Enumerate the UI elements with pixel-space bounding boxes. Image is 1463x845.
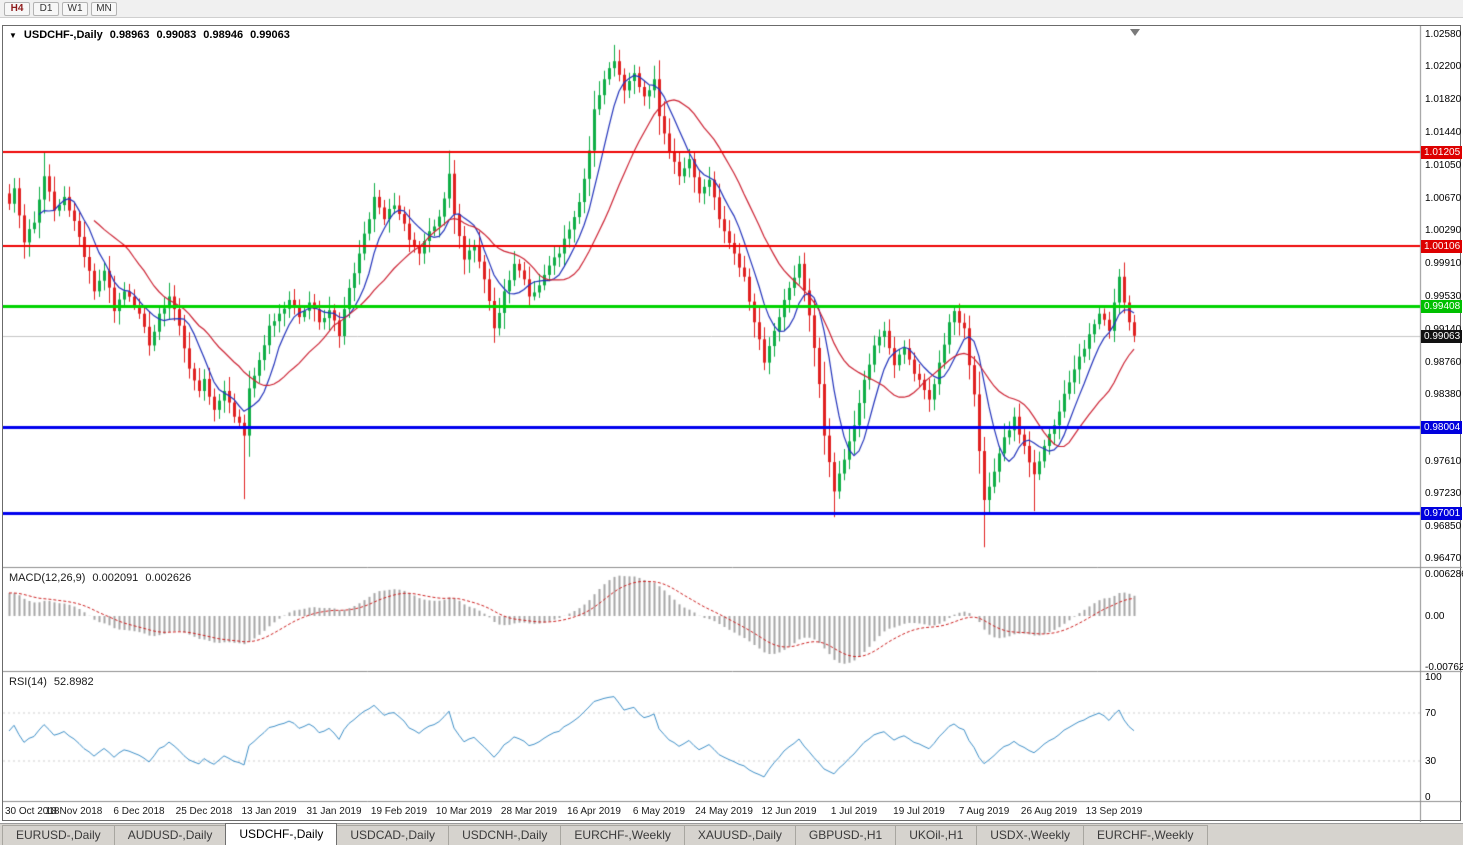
ohlc-high: 0.99083 xyxy=(156,29,197,41)
period-toolbar: H4 D1 W1 MN xyxy=(0,0,1463,18)
chart-window: ▼ USDCHF-,Daily 0.98963 0.99083 0.98946 … xyxy=(2,25,1463,822)
ohlc-open: 0.98963 xyxy=(109,29,150,41)
rsi-indicator-name: RSI(14) xyxy=(9,676,47,688)
chart-tab-usdcnh-daily[interactable]: USDCNH-,Daily xyxy=(448,825,562,845)
chart-tab-xauusd-daily[interactable]: XAUUSD-,Daily xyxy=(683,825,796,845)
rsi-pane-label: RSI(14) 52.8982 xyxy=(9,676,94,688)
chart-tab-usdchf-daily[interactable]: USDCHF-,Daily xyxy=(225,823,338,845)
ohlc-low: 0.98946 xyxy=(203,29,244,41)
chart-shift-marker-icon[interactable] xyxy=(1130,29,1140,36)
chart-tab-eurusd-daily[interactable]: EURUSD-,Daily xyxy=(2,825,115,845)
period-button-group: H4 D1 W1 MN xyxy=(4,1,117,16)
chart-tab-ukoil-h1[interactable]: UKOil-,H1 xyxy=(895,825,978,845)
period-button-mn[interactable]: MN xyxy=(91,1,117,16)
price-chart-canvas[interactable] xyxy=(3,26,1462,822)
period-button-h4[interactable]: H4 xyxy=(4,1,30,16)
symbol-dropdown-icon[interactable]: ▼ xyxy=(9,30,17,40)
rsi-value: 52.8982 xyxy=(53,676,94,688)
macd-signal-value: 0.002626 xyxy=(145,572,192,584)
period-button-d1[interactable]: D1 xyxy=(33,1,59,16)
chart-tab-usdx-weekly[interactable]: USDX-,Weekly xyxy=(976,825,1085,845)
chart-tab-eurchf-weekly[interactable]: EURCHF-,Weekly xyxy=(1083,825,1208,845)
macd-indicator-name: MACD(12,26,9) xyxy=(9,572,86,584)
chart-tab-bar: EURUSD-,Daily AUDUSD-,Daily USDCHF-,Daily U… xyxy=(0,823,1463,845)
chart-symbol: USDCHF-,Daily xyxy=(23,29,103,41)
chart-tab-gbpusd-h1[interactable]: GBPUSD-,H1 xyxy=(794,825,897,845)
macd-pane-label: MACD(12,26,9) 0.002091 0.002626 xyxy=(9,572,191,584)
macd-main-value: 0.002091 xyxy=(92,572,139,584)
chart-tab-usdcad-daily[interactable]: USDCAD-,Daily xyxy=(336,825,450,845)
chart-header: ▼ USDCHF-,Daily 0.98963 0.99083 0.98946 … xyxy=(9,29,290,41)
chart-tab-eurchf-weekly[interactable]: EURCHF-,Weekly xyxy=(560,825,685,845)
period-button-w1[interactable]: W1 xyxy=(62,1,88,16)
chart-tab-audusd-daily[interactable]: AUDUSD-,Daily xyxy=(113,825,227,845)
ohlc-close: 0.99063 xyxy=(250,29,290,41)
